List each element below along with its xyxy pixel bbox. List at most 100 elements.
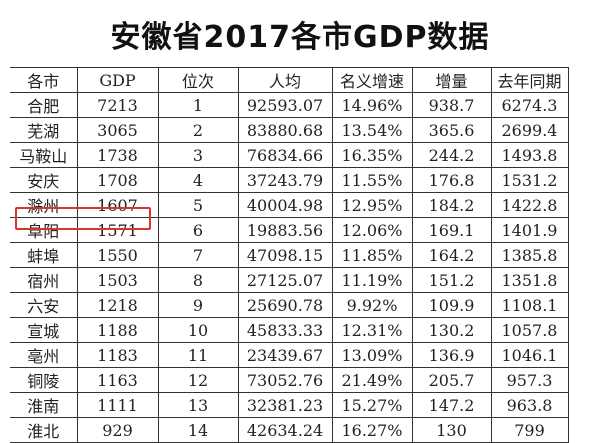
table-cell: 亳州 <box>10 342 78 368</box>
table-cell: 1057.8 <box>490 317 569 343</box>
table-cell: 21.49% <box>331 367 413 393</box>
table-cell: 宿州 <box>10 267 78 293</box>
table-cell: 六安 <box>10 292 78 318</box>
column-header: 各市 <box>10 67 78 93</box>
table-cell: 40004.98 <box>237 192 333 218</box>
gdp-table: 各市 GDP 位次 人均 名义增速 增量 去年同期 合肥 7213 1 92593.07 14.96… <box>10 67 569 443</box>
table-cell: 1708 <box>76 167 159 193</box>
table-cell: 9.92% <box>331 292 413 318</box>
table-cell: 76834.66 <box>237 142 333 168</box>
table-cell: 23439.67 <box>237 342 333 368</box>
table-cell: 11 <box>157 342 239 368</box>
table-cell: 6 <box>157 217 239 243</box>
table-cell: 1550 <box>76 242 159 268</box>
table-cell: 42634.24 <box>237 417 333 443</box>
table-cell: 1218 <box>76 292 159 318</box>
table-cell: 13 <box>157 392 239 418</box>
table-header-row: 各市 GDP 位次 人均 名义增速 增量 去年同期 <box>10 67 569 93</box>
table-cell: 10 <box>157 317 239 343</box>
table-cell: 芜湖 <box>10 117 78 143</box>
table-cell: 7 <box>157 242 239 268</box>
table-cell: 37243.79 <box>237 167 333 193</box>
table-cell: 11.85% <box>331 242 413 268</box>
table-cell: 1738 <box>76 142 159 168</box>
table-cell: 蚌埠 <box>10 242 78 268</box>
table-cell: 6274.3 <box>490 92 569 118</box>
table-cell: 32381.23 <box>237 392 333 418</box>
table-cell: 安庆 <box>10 167 78 193</box>
table-cell: 16.27% <box>331 417 413 443</box>
table-cell: 1 <box>157 92 239 118</box>
table-cell: 3065 <box>76 117 159 143</box>
table-cell: 244.2 <box>411 142 492 168</box>
table-cell: 1111 <box>76 392 159 418</box>
table-cell: 12.95% <box>331 192 413 218</box>
table-cell: 14.96% <box>331 92 413 118</box>
column-header: 名义增速 <box>331 67 413 93</box>
table-cell: 27125.07 <box>237 267 333 293</box>
table-cell: 130.2 <box>411 317 492 343</box>
table-cell: 1531.2 <box>490 167 569 193</box>
table-cell: 1046.1 <box>490 342 569 368</box>
table-cell: 929 <box>76 417 159 443</box>
table-cell: 365.6 <box>411 117 492 143</box>
table-cell: 淮北 <box>10 417 78 443</box>
table-cell: 184.2 <box>411 192 492 218</box>
table-cell: 3 <box>157 142 239 168</box>
table-cell: 92593.07 <box>237 92 333 118</box>
table-cell: 14 <box>157 417 239 443</box>
table-cell: 19883.56 <box>237 217 333 243</box>
table-cell: 2699.4 <box>490 117 569 143</box>
table-cell: 5 <box>157 192 239 218</box>
column-header: 去年同期 <box>490 67 569 93</box>
table-cell: 1422.8 <box>490 192 569 218</box>
table-cell: 8 <box>157 267 239 293</box>
table-cell: 1503 <box>76 267 159 293</box>
table-cell: 47098.15 <box>237 242 333 268</box>
table-cell: 滁州 <box>10 192 78 218</box>
table-cell: 25690.78 <box>237 292 333 318</box>
table-row: 六安 1218 9 25690.78 9.92% 109.9 1108.1 <box>10 292 569 318</box>
table-cell: 151.2 <box>411 267 492 293</box>
table-cell: 1188 <box>76 317 159 343</box>
table-cell: 1351.8 <box>490 267 569 293</box>
table-cell: 1607 <box>76 192 159 218</box>
table-cell: 164.2 <box>411 242 492 268</box>
page-title: 安徽省2017各市GDP数据 <box>110 20 490 55</box>
table-cell: 45833.33 <box>237 317 333 343</box>
table-cell: 176.8 <box>411 167 492 193</box>
table-cell: 73052.76 <box>237 367 333 393</box>
table-cell: 16.35% <box>331 142 413 168</box>
table-cell: 合肥 <box>10 92 78 118</box>
table-cell: 铜陵 <box>10 367 78 393</box>
table-cell: 马鞍山 <box>10 142 78 168</box>
table-row: 淮南 1111 13 32381.23 15.27% 147.2 963.8 <box>10 392 569 418</box>
table-cell: 淮南 <box>10 392 78 418</box>
table-cell: 13.09% <box>331 342 413 368</box>
table-row: 宿州 1503 8 27125.07 11.19% 151.2 1351.8 <box>10 267 569 293</box>
table-cell: 147.2 <box>411 392 492 418</box>
table-cell: 169.1 <box>411 217 492 243</box>
table-cell: 136.9 <box>411 342 492 368</box>
table-cell: 1108.1 <box>490 292 569 318</box>
table-row: 铜陵 1163 12 73052.76 21.49% 205.7 957.3 <box>10 367 569 393</box>
table-row: 淮北 929 14 42634.24 16.27% 130 799 <box>10 417 569 443</box>
table-row: 安庆 1708 4 37243.79 11.55% 176.8 1531.2 <box>10 167 569 193</box>
table-cell: 宣城 <box>10 317 78 343</box>
table-cell: 1183 <box>76 342 159 368</box>
table-cell: 109.9 <box>411 292 492 318</box>
table-row: 合肥 7213 1 92593.07 14.96% 938.7 6274.3 <box>10 92 569 118</box>
table-cell: 11.19% <box>331 267 413 293</box>
table-cell: 12.06% <box>331 217 413 243</box>
table-row: 马鞍山 1738 3 76834.66 16.35% 244.2 1493.8 <box>10 142 569 168</box>
table-cell: 12 <box>157 367 239 393</box>
column-header: 增量 <box>411 67 492 93</box>
table-cell: 83880.68 <box>237 117 333 143</box>
table-cell: 11.55% <box>331 167 413 193</box>
table-cell: 1163 <box>76 367 159 393</box>
table-cell: 2 <box>157 117 239 143</box>
table-cell: 938.7 <box>411 92 492 118</box>
table-cell: 7213 <box>76 92 159 118</box>
column-header: 位次 <box>157 67 239 93</box>
table-cell: 15.27% <box>331 392 413 418</box>
